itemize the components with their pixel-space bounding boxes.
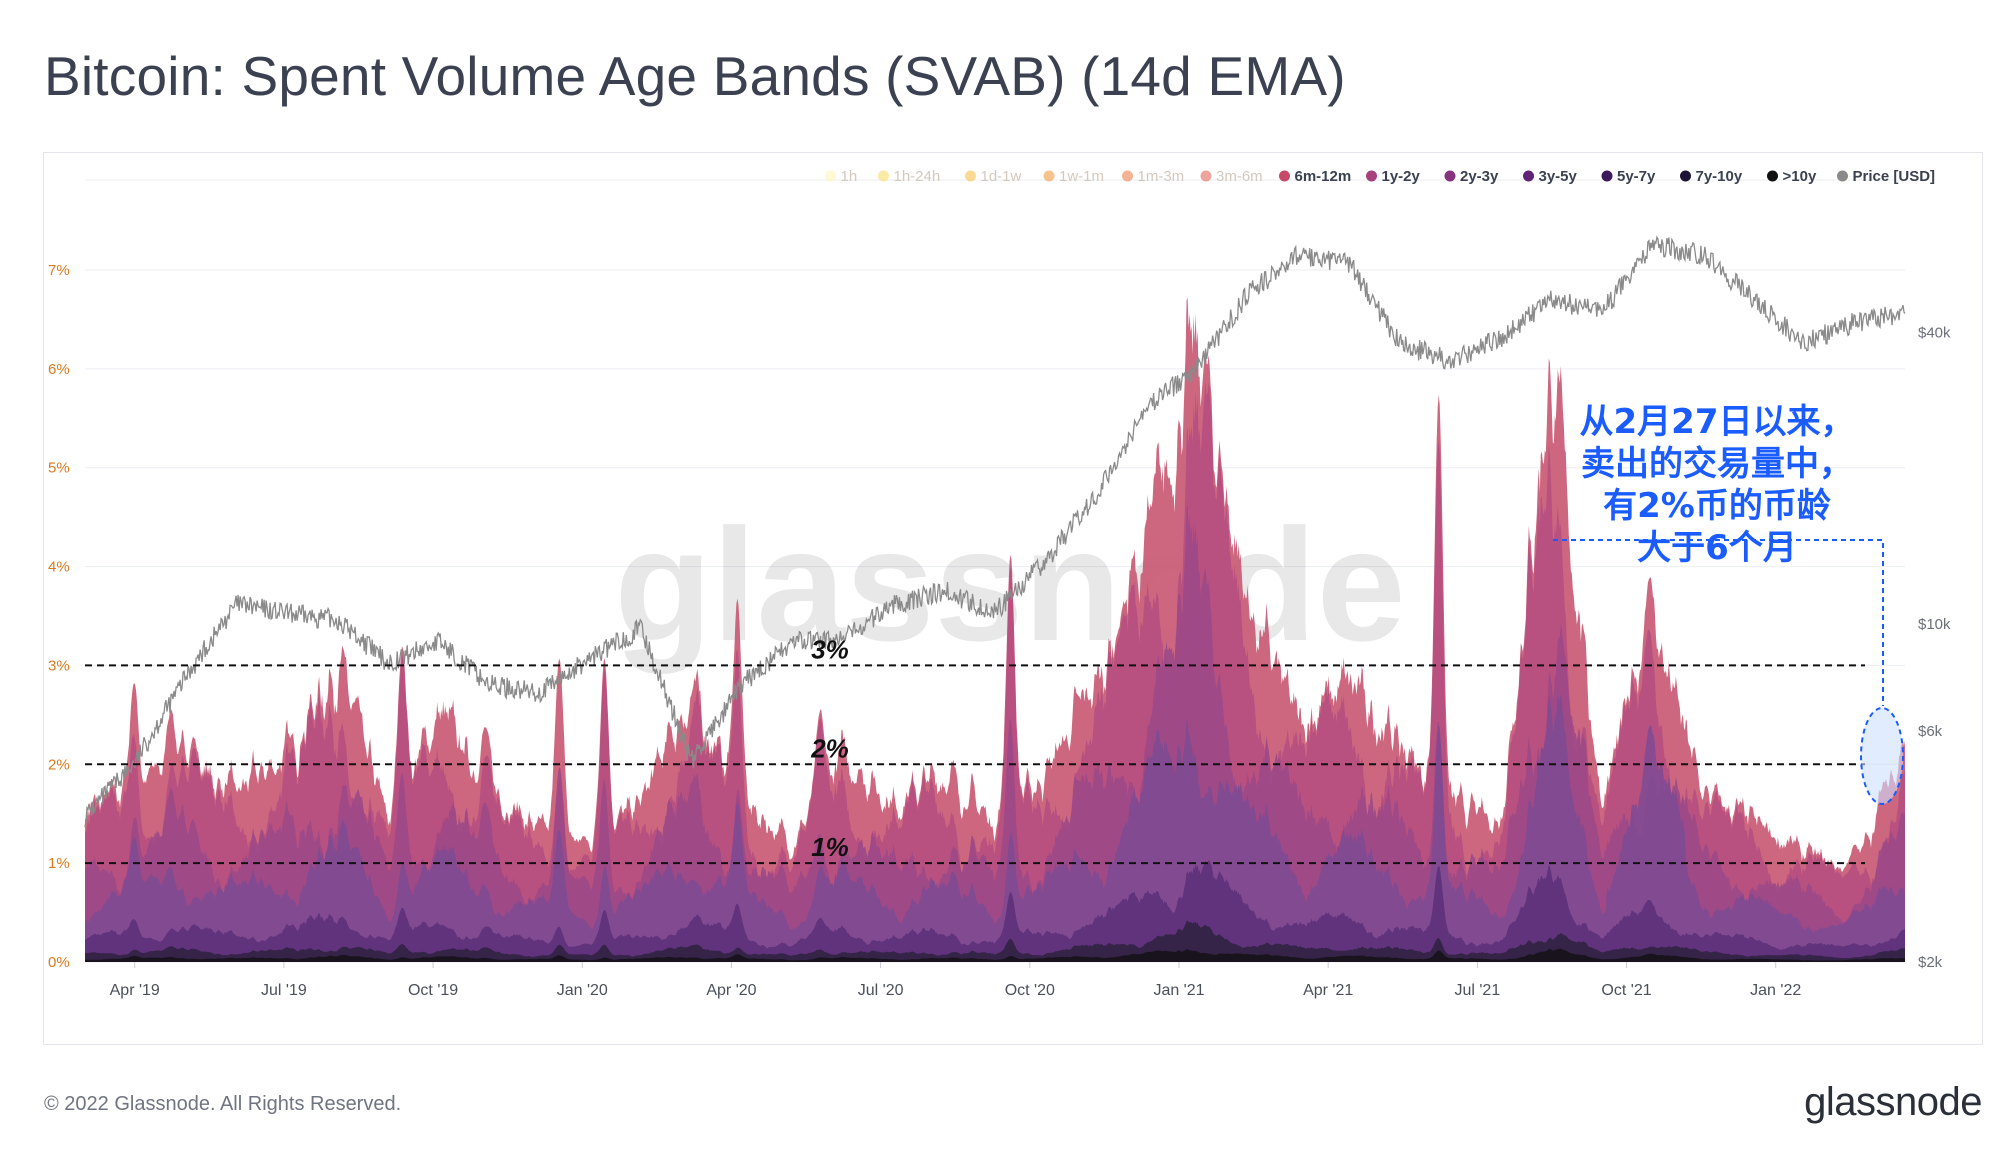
annotation-text-line: 大于6个月 xyxy=(1637,528,1797,568)
legend-swatch xyxy=(825,170,836,182)
x-tick-label: Jul '19 xyxy=(261,982,307,999)
legend-label: 3y-5y xyxy=(1539,168,1578,185)
legend-label: 1y-2y xyxy=(1382,168,1421,185)
y-tick-label: 1% xyxy=(48,855,70,872)
legend-label: >10y xyxy=(1783,168,1817,185)
legend-swatch xyxy=(1366,170,1377,182)
legend-label: 1d-1w xyxy=(981,168,1022,185)
x-tick-label: Jul '20 xyxy=(858,982,904,999)
x-tick-label: Apr '19 xyxy=(110,982,160,999)
y-right-tick-label: $6k xyxy=(1918,723,1943,740)
legend-label: 2y-3y xyxy=(1460,168,1499,185)
svab-band-5y-7y xyxy=(85,860,1905,962)
legend-swatch xyxy=(1680,170,1691,182)
legend-swatch xyxy=(1279,170,1290,182)
y-tick-label: 0% xyxy=(48,954,70,971)
legend-swatch xyxy=(1767,170,1778,182)
legend-label: 6m-12m xyxy=(1295,168,1352,185)
copyright-footer: © 2022 Glassnode. All Rights Reserved. xyxy=(44,1093,402,1115)
svab-band->10y xyxy=(85,948,1905,962)
legend-label: 7y-10y xyxy=(1696,168,1743,185)
legend-swatch xyxy=(1200,170,1212,182)
y-tick-label: 4% xyxy=(48,559,70,576)
annotation-text-line: 卖出的交易量中， xyxy=(1581,444,1853,484)
legend-label: 1h-24h xyxy=(894,168,941,185)
legend-label: 1h xyxy=(841,168,858,185)
svab-band-3y-5y xyxy=(85,693,1905,962)
legend-swatch xyxy=(965,170,976,182)
y-tick-label: 2% xyxy=(48,756,70,773)
x-tick-label: Oct '20 xyxy=(1005,982,1055,999)
y-right-tick-label: $10k xyxy=(1918,616,1951,633)
legend-swatch xyxy=(1444,170,1456,182)
annotation-leader-line xyxy=(1553,539,1884,706)
x-tick-label: Jan '22 xyxy=(1750,982,1801,999)
annotation-text-line: 有2%币的币龄 xyxy=(1603,486,1831,526)
reference-label: 2% xyxy=(810,733,849,763)
x-tick-label: Jan '20 xyxy=(557,982,608,999)
annotation-highlight-ellipse xyxy=(1860,707,1904,805)
chart-frame xyxy=(43,152,1983,1045)
x-tick-label: Jan '21 xyxy=(1153,982,1204,999)
chart-title: Bitcoin: Spent Volume Age Bands (SVAB) (… xyxy=(44,45,1346,107)
y-tick-label: 7% xyxy=(48,262,70,279)
legend-swatch xyxy=(1043,170,1055,182)
svab-band-6m-12m xyxy=(85,297,1905,962)
y-tick-label: 5% xyxy=(48,460,70,477)
svab-band-7y-10y xyxy=(85,920,1905,962)
y-right-tick-label: $2k xyxy=(1918,954,1943,971)
glassnode-logo: glassnode xyxy=(1804,1080,1982,1124)
legend-label: 1w-1m xyxy=(1059,168,1104,185)
y-tick-label: 3% xyxy=(48,657,70,674)
y-right-tick-label: $40k xyxy=(1918,325,1951,342)
x-tick-label: Oct '19 xyxy=(408,982,458,999)
legend-swatch xyxy=(1523,170,1534,182)
svab-band-1y-2y xyxy=(85,381,1905,962)
reference-label: 1% xyxy=(811,832,849,862)
legend-label: 5y-7y xyxy=(1617,168,1656,185)
x-tick-label: Apr '21 xyxy=(1303,982,1353,999)
x-tick-label: Oct '21 xyxy=(1601,982,1651,999)
legend-swatch xyxy=(1601,170,1613,182)
legend-swatch xyxy=(1837,170,1848,182)
legend-label: 1m-3m xyxy=(1138,168,1185,185)
legend-label: Price [USD] xyxy=(1853,168,1936,185)
reference-label: 3% xyxy=(811,634,849,664)
x-tick-label: Apr '20 xyxy=(706,982,756,999)
y-tick-label: 6% xyxy=(48,361,70,378)
x-tick-label: Jul '21 xyxy=(1454,982,1500,999)
price-line xyxy=(84,235,1906,828)
legend-swatch xyxy=(878,170,889,182)
annotation-text-line: 从2月27日以来， xyxy=(1580,402,1855,442)
legend-swatch xyxy=(1122,170,1133,182)
legend-label: 3m-6m xyxy=(1216,168,1263,185)
